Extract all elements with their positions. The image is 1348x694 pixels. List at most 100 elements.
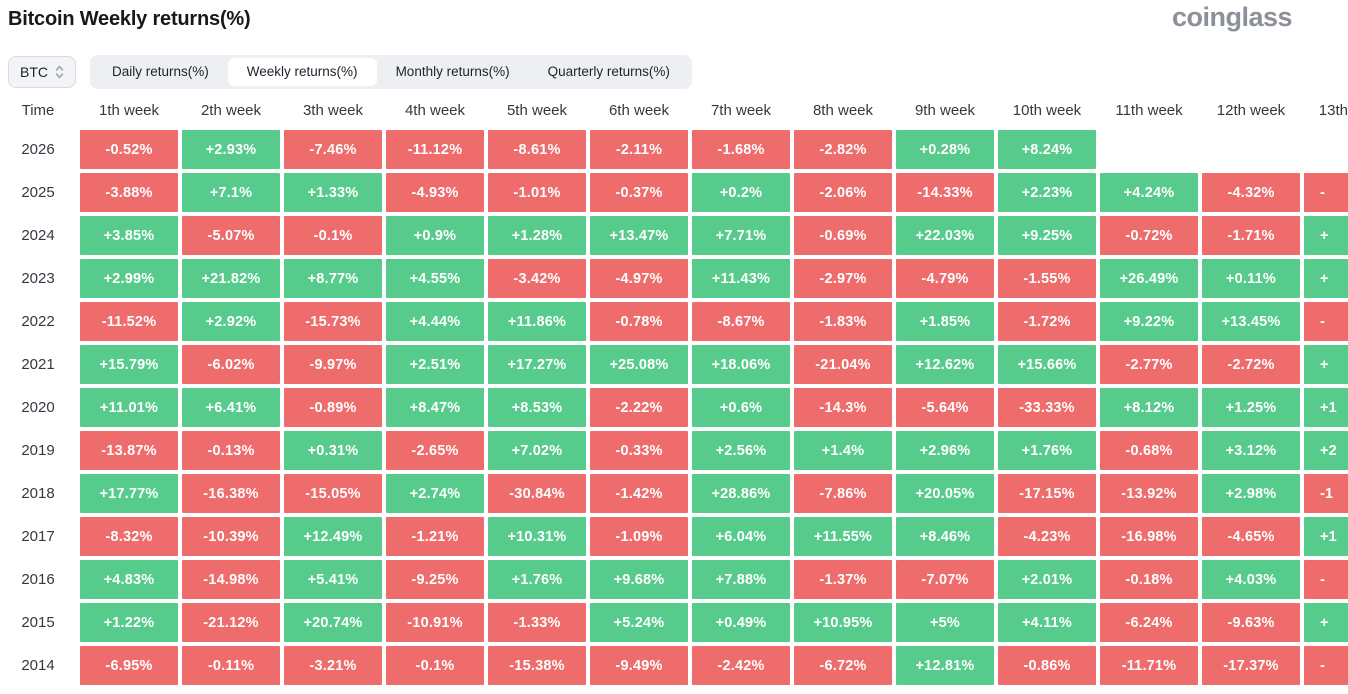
- return-cell: +: [1304, 259, 1348, 298]
- return-cell: [1304, 130, 1348, 169]
- row-year-label: 2017: [21, 528, 55, 545]
- return-cell: -11.52%: [80, 302, 178, 341]
- return-cell: -8.67%: [692, 302, 790, 341]
- return-cell: +2.51%: [386, 345, 484, 384]
- return-cell: -1.42%: [590, 474, 688, 513]
- col-header-week: 1th week: [98, 102, 160, 119]
- row-year-label: 2024: [21, 227, 55, 244]
- row-year-label: 2014: [21, 657, 55, 674]
- return-cell: -4.79%: [896, 259, 994, 298]
- return-cell: +6.04%: [692, 517, 790, 556]
- tab-daily-returns[interactable]: Daily returns(%): [112, 64, 209, 79]
- return-cell: -1.72%: [998, 302, 1096, 341]
- return-cell: -0.1%: [284, 216, 382, 255]
- row-year-label: 2016: [21, 571, 55, 588]
- tab-weekly-returns[interactable]: Weekly returns(%): [227, 58, 377, 86]
- return-cell: -30.84%: [488, 474, 586, 513]
- return-cell: -16.98%: [1100, 517, 1198, 556]
- return-cell: +0.11%: [1202, 259, 1300, 298]
- return-cell: -21.04%: [794, 345, 892, 384]
- return-cell: +4.11%: [998, 603, 1096, 642]
- return-cell: -8.61%: [488, 130, 586, 169]
- return-cell: +1.76%: [488, 560, 586, 599]
- return-cell: +22.03%: [896, 216, 994, 255]
- return-cell: -15.05%: [284, 474, 382, 513]
- return-cell: -1.83%: [794, 302, 892, 341]
- return-cell: -14.3%: [794, 388, 892, 427]
- return-cell: +17.77%: [80, 474, 178, 513]
- return-cell: +1.33%: [284, 173, 382, 212]
- return-cell: +20.74%: [284, 603, 382, 642]
- return-cell: -9.63%: [1202, 603, 1300, 642]
- return-cell: -6.72%: [794, 646, 892, 685]
- return-cell: +11.43%: [692, 259, 790, 298]
- return-cell: -0.1%: [386, 646, 484, 685]
- return-cell: +4.24%: [1100, 173, 1198, 212]
- return-cell: -13.87%: [80, 431, 178, 470]
- return-cell: [1202, 130, 1300, 169]
- return-cell: +9.22%: [1100, 302, 1198, 341]
- return-cell: +3.85%: [80, 216, 178, 255]
- return-cell: +8.77%: [284, 259, 382, 298]
- return-cell: -21.12%: [182, 603, 280, 642]
- tab-monthly-returns[interactable]: Monthly returns(%): [395, 64, 510, 79]
- return-cell: +7.1%: [182, 173, 280, 212]
- return-cell: -4.97%: [590, 259, 688, 298]
- return-cell: -0.13%: [182, 431, 280, 470]
- return-cell: +10.31%: [488, 517, 586, 556]
- return-cell: -1.68%: [692, 130, 790, 169]
- return-cell: +12.62%: [896, 345, 994, 384]
- return-cell: -6.24%: [1100, 603, 1198, 642]
- return-cell: -2.42%: [692, 646, 790, 685]
- return-cell: -0.86%: [998, 646, 1096, 685]
- return-cell: -9.25%: [386, 560, 484, 599]
- return-cell: -10.91%: [386, 603, 484, 642]
- return-cell: +5.41%: [284, 560, 382, 599]
- return-cell: -2.82%: [794, 130, 892, 169]
- return-cell: +18.06%: [692, 345, 790, 384]
- return-cell: +8.24%: [998, 130, 1096, 169]
- return-cell: -1: [1304, 474, 1348, 513]
- return-cell: -4.32%: [1202, 173, 1300, 212]
- return-cell: -2.77%: [1100, 345, 1198, 384]
- return-cell: +6.41%: [182, 388, 280, 427]
- return-cell: +1: [1304, 517, 1348, 556]
- return-cell: -13.92%: [1100, 474, 1198, 513]
- col-header-week: 11th week: [1115, 102, 1183, 119]
- return-cell: -: [1304, 302, 1348, 341]
- sort-updown-icon: [55, 65, 64, 79]
- coin-select-label: BTC: [20, 64, 48, 80]
- return-cell: +8.12%: [1100, 388, 1198, 427]
- return-cell: +2.92%: [182, 302, 280, 341]
- return-cell: +0.6%: [692, 388, 790, 427]
- return-cell: -11.12%: [386, 130, 484, 169]
- return-cell: +11.55%: [794, 517, 892, 556]
- row-year-label: 2018: [21, 485, 55, 502]
- return-cell: -33.33%: [998, 388, 1096, 427]
- return-cell: -2.22%: [590, 388, 688, 427]
- return-cell: -1.33%: [488, 603, 586, 642]
- return-cell: +15.66%: [998, 345, 1096, 384]
- return-cell: -2.11%: [590, 130, 688, 169]
- return-cell: -2.06%: [794, 173, 892, 212]
- return-cell: +26.49%: [1100, 259, 1198, 298]
- col-header-week: 2th week: [200, 102, 262, 119]
- return-cell: -1.71%: [1202, 216, 1300, 255]
- tab-quarterly-returns[interactable]: Quarterly returns(%): [547, 64, 670, 79]
- row-year-label: 2020: [21, 399, 55, 416]
- returns-table-wrap: Time 1th week 2th week 3th week 4th week 5th …: [0, 95, 1348, 685]
- col-header-week: 4th week: [404, 102, 466, 119]
- return-cell: +11.01%: [80, 388, 178, 427]
- return-cell: -7.46%: [284, 130, 382, 169]
- return-cell: +0.2%: [692, 173, 790, 212]
- col-header-week: 10th week: [1012, 102, 1082, 119]
- return-cell: -: [1304, 560, 1348, 599]
- return-cell: +28.86%: [692, 474, 790, 513]
- row-year-label: 2022: [21, 313, 55, 330]
- return-cell: +7.02%: [488, 431, 586, 470]
- col-header-week: 6th week: [608, 102, 670, 119]
- row-year-label: 2025: [21, 184, 55, 201]
- coin-select[interactable]: BTC: [8, 56, 76, 88]
- return-cell: -2.65%: [386, 431, 484, 470]
- return-cell: +2.01%: [998, 560, 1096, 599]
